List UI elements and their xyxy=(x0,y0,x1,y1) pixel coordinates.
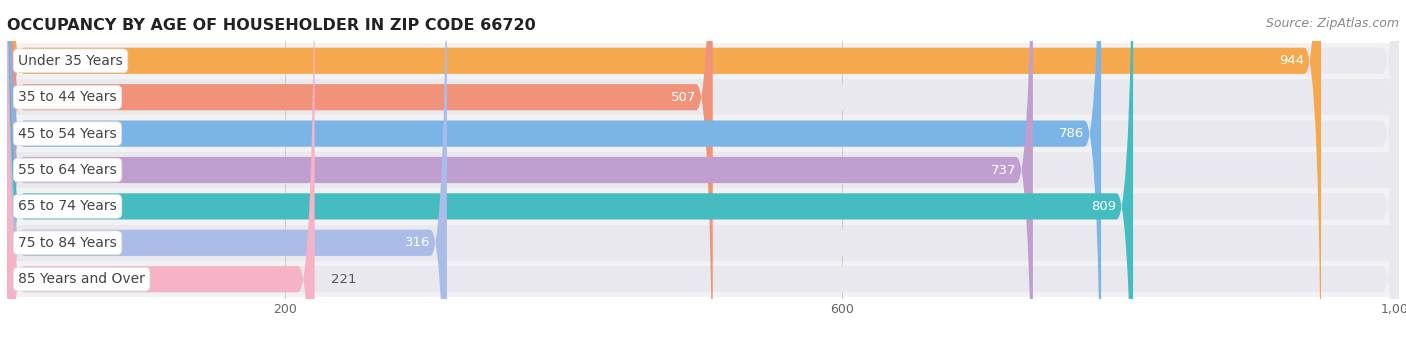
Bar xyxy=(7,188,1399,225)
FancyBboxPatch shape xyxy=(7,0,1399,340)
FancyBboxPatch shape xyxy=(7,0,315,340)
Bar xyxy=(7,152,1399,188)
Text: 65 to 74 Years: 65 to 74 Years xyxy=(18,199,117,214)
Text: 45 to 54 Years: 45 to 54 Years xyxy=(18,126,117,141)
FancyBboxPatch shape xyxy=(7,0,1399,340)
FancyBboxPatch shape xyxy=(7,0,1399,340)
Text: Under 35 Years: Under 35 Years xyxy=(18,54,122,68)
Text: Source: ZipAtlas.com: Source: ZipAtlas.com xyxy=(1265,17,1399,30)
Text: 944: 944 xyxy=(1279,54,1305,67)
FancyBboxPatch shape xyxy=(7,0,1101,340)
FancyBboxPatch shape xyxy=(7,0,1399,340)
FancyBboxPatch shape xyxy=(7,0,1399,340)
Bar xyxy=(7,225,1399,261)
Text: 507: 507 xyxy=(671,91,696,104)
Text: 85 Years and Over: 85 Years and Over xyxy=(18,272,145,286)
Text: 35 to 44 Years: 35 to 44 Years xyxy=(18,90,117,104)
Bar xyxy=(7,42,1399,79)
Text: OCCUPANCY BY AGE OF HOUSEHOLDER IN ZIP CODE 66720: OCCUPANCY BY AGE OF HOUSEHOLDER IN ZIP C… xyxy=(7,18,536,33)
Text: 75 to 84 Years: 75 to 84 Years xyxy=(18,236,117,250)
Bar xyxy=(7,115,1399,152)
FancyBboxPatch shape xyxy=(7,0,1399,340)
FancyBboxPatch shape xyxy=(7,0,1133,340)
Bar xyxy=(7,261,1399,298)
Text: 221: 221 xyxy=(332,273,357,286)
Text: 55 to 64 Years: 55 to 64 Years xyxy=(18,163,117,177)
FancyBboxPatch shape xyxy=(7,0,713,340)
Text: 809: 809 xyxy=(1091,200,1116,213)
Text: 737: 737 xyxy=(991,164,1017,176)
FancyBboxPatch shape xyxy=(7,0,1322,340)
FancyBboxPatch shape xyxy=(7,0,1399,340)
Bar xyxy=(7,79,1399,115)
Text: 316: 316 xyxy=(405,236,430,249)
FancyBboxPatch shape xyxy=(7,0,447,340)
FancyBboxPatch shape xyxy=(7,0,1033,340)
Text: 786: 786 xyxy=(1059,127,1084,140)
